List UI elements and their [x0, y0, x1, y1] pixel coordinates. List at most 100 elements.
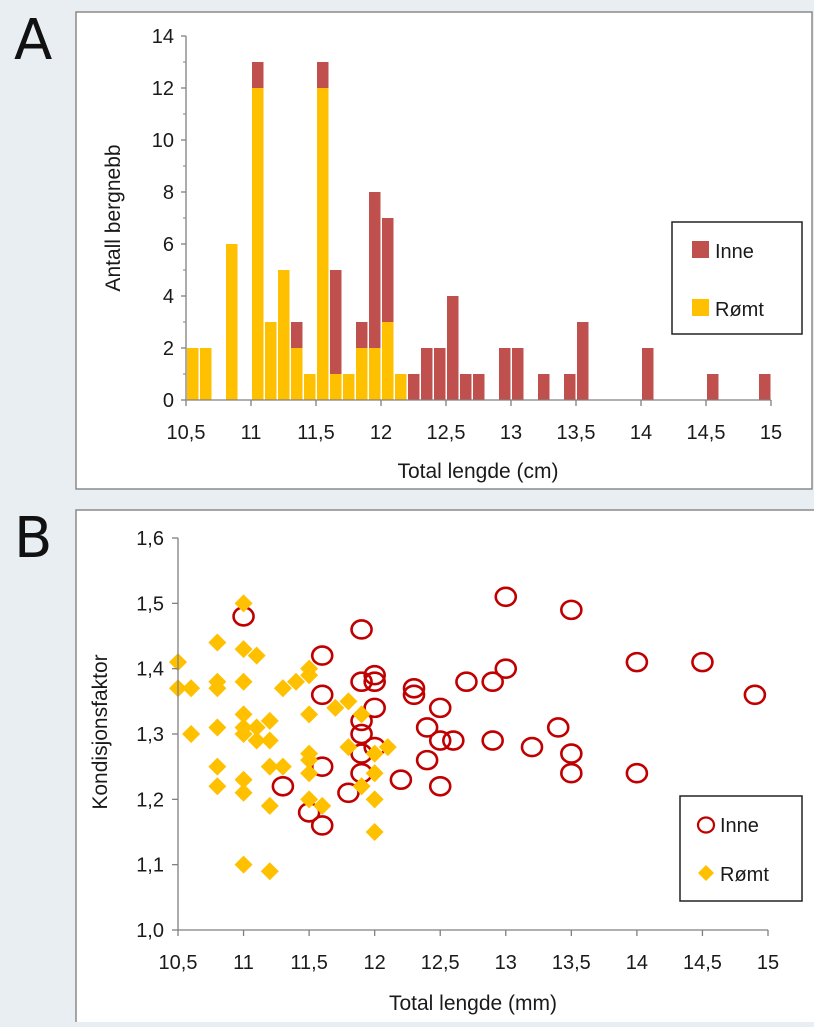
- chart-a-xtick-label: 11,5: [297, 422, 334, 444]
- point-romt-17: [234, 783, 253, 802]
- point-inne-15: [363, 671, 386, 693]
- point-inne-32: [520, 736, 544, 758]
- chart-b-ytick-label: 1,5: [136, 593, 164, 615]
- point-romt-25: [260, 796, 279, 815]
- point-romt-41: [352, 705, 371, 724]
- chart-a-ytick-label: 8: [163, 182, 174, 204]
- point-romt-19: [247, 646, 266, 665]
- point-romt-22: [260, 711, 279, 730]
- chart-b-ytick-label: 1,0: [136, 920, 164, 942]
- point-romt-39: [339, 692, 358, 711]
- point-inne-3: [310, 645, 334, 666]
- point-inne-25: [428, 775, 452, 797]
- bar-romt-10-5: [187, 348, 199, 400]
- point-inne-27: [455, 671, 478, 693]
- bar-inne-11-3: [291, 322, 303, 348]
- point-romt-9: [208, 777, 227, 796]
- bar-romt-11-3: [291, 348, 303, 400]
- point-inne-11: [350, 723, 373, 745]
- point-romt-10: [234, 594, 253, 613]
- chart-a-ytick-label: 4: [163, 286, 174, 308]
- point-romt-7: [208, 718, 227, 737]
- point-inne-30: [494, 586, 518, 608]
- bar-romt-11-4: [304, 374, 316, 400]
- bar-romt-11-8: [356, 348, 368, 400]
- chart-b-xtick-label: 14: [626, 952, 648, 974]
- bar-romt-11-1: [265, 322, 277, 400]
- bar-romt-11-2: [278, 270, 290, 400]
- bar-inne-13-4: [564, 374, 576, 400]
- chart-a-ytick-label: 6: [163, 234, 174, 256]
- point-inne-4: [310, 684, 334, 706]
- chart-a-y-label: Antall bergnebb: [102, 144, 125, 291]
- bar-romt-11-7: [343, 374, 355, 400]
- point-romt-21: [247, 731, 266, 750]
- point-inne-6: [310, 815, 334, 836]
- point-inne-8: [350, 619, 373, 640]
- chart-b-ytick-label: 1,6: [136, 528, 164, 550]
- bar-inne-12-7: [473, 374, 485, 400]
- chart-b-xtick-label: 10,5: [159, 952, 198, 974]
- point-inne-31: [494, 658, 518, 679]
- point-inne-20: [402, 684, 426, 706]
- chart-b-xtick-label: 11: [233, 952, 254, 974]
- chart-a-ytick-label: 0: [163, 390, 174, 412]
- point-inne-24: [428, 730, 452, 751]
- point-romt-11: [234, 640, 253, 659]
- point-inne-34: [560, 599, 583, 621]
- chart-b-y-label: Kondisjonsfaktor: [89, 654, 112, 809]
- bar-inne-14-0: [642, 348, 654, 400]
- point-romt-15: [234, 725, 253, 743]
- chart-a-legend-swatch-romt: [692, 299, 709, 316]
- point-romt-2: [182, 679, 201, 698]
- chart-a-xtick-label: 11: [241, 422, 262, 444]
- chart-a-legend-swatch-inne: [692, 241, 709, 258]
- chart-a-xtick-label: 15: [760, 422, 782, 444]
- chart-a-ytick-label: 10: [152, 130, 174, 152]
- chart-b-xtick-label: 13,5: [552, 952, 591, 974]
- bar-romt-11-9: [369, 348, 381, 400]
- chart-a-legend-label-inne: Inne: [715, 241, 754, 263]
- chart-b-xtick-label: 12,5: [421, 952, 460, 974]
- chart-b-ytick-label: 1,3: [136, 724, 164, 746]
- point-romt-26: [260, 862, 279, 881]
- point-inne-26: [442, 730, 465, 751]
- point-inne-21: [415, 717, 439, 738]
- chart-a-xtick-label: 12,5: [427, 422, 466, 444]
- point-romt-38: [326, 698, 345, 717]
- point-romt-43: [365, 744, 384, 763]
- point-inne-33: [546, 717, 570, 738]
- point-romt-45: [365, 790, 384, 809]
- chart-b-xtick-label: 12: [364, 952, 386, 974]
- point-inne-1: [271, 775, 295, 797]
- bar-romt-11-0: [252, 88, 264, 400]
- chart-a-ytick-label: 14: [152, 26, 174, 48]
- point-romt-40: [339, 738, 358, 757]
- point-inne-23: [428, 697, 452, 719]
- point-romt-46: [365, 823, 384, 841]
- point-romt-47: [378, 738, 397, 757]
- point-romt-24: [260, 757, 279, 776]
- chart-a-xtick-label: 14: [630, 422, 652, 444]
- chart-a-ytick-label: 2: [163, 338, 174, 360]
- bar-inne-11-8: [356, 322, 368, 348]
- point-romt-23: [260, 731, 279, 750]
- chart-b-xtick-label: 13: [495, 952, 517, 974]
- chart-a-xtick-label: 14,5: [687, 422, 726, 444]
- bar-inne-11-6: [330, 270, 342, 374]
- chart-b-ytick-label: 1,4: [136, 659, 164, 681]
- point-romt-32: [300, 705, 319, 724]
- point-inne-5: [310, 756, 334, 777]
- chart-b-x-label: Total lengde (mm): [389, 992, 557, 1015]
- bar-inne-11-0: [252, 62, 264, 88]
- point-inne-40: [743, 684, 767, 706]
- bar-inne-11-9: [369, 192, 381, 348]
- point-romt-8: [208, 757, 227, 776]
- point-inne-29: [481, 730, 504, 751]
- chart-b-xtick-label: 14,5: [683, 952, 722, 974]
- bar-inne-11-5: [317, 62, 329, 88]
- point-romt-37: [313, 796, 332, 815]
- bar-inne-12-9: [499, 348, 511, 400]
